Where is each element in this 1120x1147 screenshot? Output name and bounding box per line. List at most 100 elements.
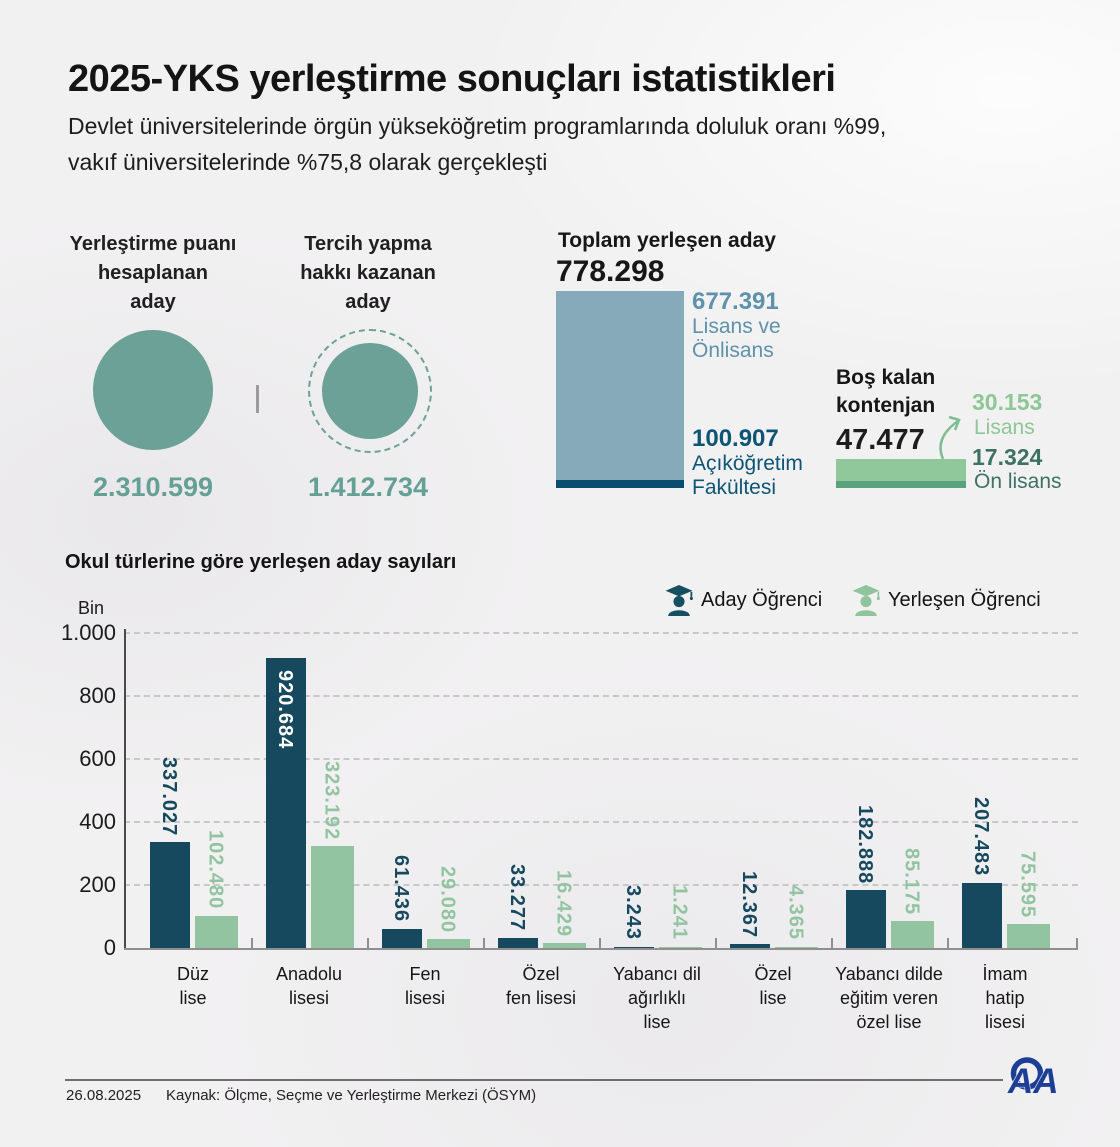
curved-arrow-icon xyxy=(939,415,961,460)
bar-yerlesen-ogrenci xyxy=(775,946,818,948)
bar-yerlesen-ogrenci xyxy=(311,846,354,948)
bar-value-label: 29.080 xyxy=(436,865,459,933)
legend-item-aday: Aday Öğrenci xyxy=(664,584,822,616)
bar-value-label: 207.483 xyxy=(970,797,992,877)
vacant-quota-title-2: kontenjan xyxy=(836,394,936,417)
aof-bar-segment xyxy=(556,480,684,488)
graduate-green-icon xyxy=(852,585,880,616)
vacant-onlisans-label: Ön lisans xyxy=(974,470,1062,493)
x-axis-end-tick xyxy=(1076,938,1078,948)
gridline xyxy=(124,632,1078,634)
x-axis-tick xyxy=(831,938,833,948)
footer-source: Kaynak: Ölçme, Seçme ve Yerleştirme Merk… xyxy=(166,1087,537,1104)
bar-aday-ogrenci xyxy=(846,890,886,948)
y-tick-label: 600 xyxy=(79,746,116,771)
vacant-quota-title-1: Boş kalan xyxy=(836,366,936,389)
bar-aday-ogrenci xyxy=(150,841,190,948)
category-label: İmam hatip lisesi xyxy=(982,964,1028,1032)
eligible-candidates-label: Tercih yapma hakkı kazanan aday xyxy=(300,233,436,313)
y-tick-label: 200 xyxy=(79,872,116,897)
chart-title: Okul türlerine göre yerleşen aday sayıla… xyxy=(65,551,457,573)
category-label: Yabancı dilde eğitim veren özel lise xyxy=(835,964,943,1032)
bar-aday-ogrenci xyxy=(614,946,654,948)
calculated-candidates-label: Yerleştirme puanı hesaplanan aday xyxy=(69,233,237,313)
bar-value-label: 182.888 xyxy=(854,805,876,885)
bar-value-label: 61.436 xyxy=(390,855,412,923)
y-axis-line xyxy=(124,629,126,948)
total-placed-value: 778.298 xyxy=(556,255,665,288)
x-axis-line xyxy=(124,948,1078,950)
calculated-candidates-value: 2.310.599 xyxy=(92,472,214,502)
legend-label-yerlesen: Yerleşen Öğrenci xyxy=(888,588,1041,611)
bar-value-label: 4.365 xyxy=(784,885,807,941)
aof-label-2: Fakültesi xyxy=(692,476,777,499)
bar-value-label: 16.429 xyxy=(552,869,575,937)
category-label: Özel fen lisesi xyxy=(505,964,577,1008)
y-tick-label: 0 xyxy=(103,935,116,960)
y-tick-label: 400 xyxy=(79,809,116,834)
legend-item-yerlesen: Yerleşen Öğrenci xyxy=(851,584,1041,616)
vacant-quota-bar xyxy=(836,459,966,488)
bar-yerlesen-ogrenci xyxy=(195,915,238,948)
bar-yerlesen-ogrenci xyxy=(1007,924,1050,948)
bar-aday-ogrenci xyxy=(498,937,538,948)
footer-date: 26.08.2025 xyxy=(66,1087,142,1104)
bar-value-label: 1.241 xyxy=(668,885,691,941)
category-label: Özel lise xyxy=(754,964,792,1008)
x-axis-tick xyxy=(483,938,485,948)
calculated-candidates-circle xyxy=(93,330,213,450)
x-axis-tick xyxy=(947,938,949,948)
category-label: Düz lise xyxy=(176,964,209,1008)
anadolu-agency-logo: AA xyxy=(1006,1057,1059,1100)
bar-aday-ogrenci xyxy=(382,928,422,948)
vacant-lisans-value: 30.153 xyxy=(972,389,1043,415)
lisans-onlisans-label-1: Lisans ve xyxy=(692,315,781,338)
x-axis-tick xyxy=(715,938,717,948)
bar-yerlesen-ogrenci xyxy=(659,946,702,948)
bar-value-label: 85.175 xyxy=(900,848,923,916)
bar-aday-ogrenci xyxy=(962,882,1002,948)
page-title: 2025-YKS yerleştirme sonuçları istatisti… xyxy=(68,58,836,100)
bar-yerlesen-ogrenci xyxy=(543,942,586,948)
bar-yerlesen-ogrenci xyxy=(427,938,470,948)
bar-yerlesen-ogrenci xyxy=(891,921,934,948)
subtitle-line-1: Devlet üniversitelerinde örgün yükseköğr… xyxy=(68,113,887,139)
total-placed-stacked-bar xyxy=(556,291,684,488)
category-label: Anadolu lisesi xyxy=(275,964,343,1008)
gridline xyxy=(124,695,1078,697)
bar-value-label: 33.277 xyxy=(506,864,528,932)
eligible-candidates-circle xyxy=(322,343,418,439)
subtitle-line-2: vakıf üniversitelerinde %75,8 olarak ger… xyxy=(68,149,548,175)
footer-divider xyxy=(65,1079,1003,1081)
bar-aday-ogrenci xyxy=(730,944,770,948)
gridline xyxy=(124,884,1078,886)
category-label: Fen lisesi xyxy=(404,964,445,1008)
bar-aday-ogrenci xyxy=(266,657,306,948)
y-tick-label: 800 xyxy=(79,683,116,708)
category-label: Yabancı dil ağırlıklı lise xyxy=(613,964,701,1032)
x-axis-tick xyxy=(599,938,601,948)
eligible-candidates-dashed-circle xyxy=(308,329,432,453)
x-axis-tick xyxy=(367,938,369,948)
aof-label-1: Açıköğretim xyxy=(692,452,803,475)
gridline xyxy=(124,821,1078,823)
eligible-candidates-value: 1.412.734 xyxy=(307,472,429,502)
bar-value-label: 12.367 xyxy=(738,870,760,939)
vacant-lisans-label: Lisans xyxy=(974,416,1035,439)
svg-text:AA: AA xyxy=(1007,1062,1059,1100)
bar-value-label: 75.595 xyxy=(1016,851,1039,919)
x-axis-tick xyxy=(251,938,253,948)
y-tick-label: 1.000 xyxy=(60,620,116,645)
vertical-divider xyxy=(256,385,259,413)
onlisans-bar-segment xyxy=(836,481,966,488)
lisans-onlisans-value: 677.391 xyxy=(692,288,779,315)
total-placed-title: Toplam yerleşen aday xyxy=(558,229,776,252)
graduate-dark-icon xyxy=(665,585,693,616)
gridline xyxy=(124,758,1078,760)
bar-value-label: 920.684 xyxy=(274,669,296,750)
lisans-onlisans-label-2: Önlisans xyxy=(692,339,774,362)
aof-value: 100.907 xyxy=(692,425,779,452)
vacant-onlisans-value: 17.324 xyxy=(972,444,1043,470)
vacant-quota-value: 47.477 xyxy=(836,424,925,456)
